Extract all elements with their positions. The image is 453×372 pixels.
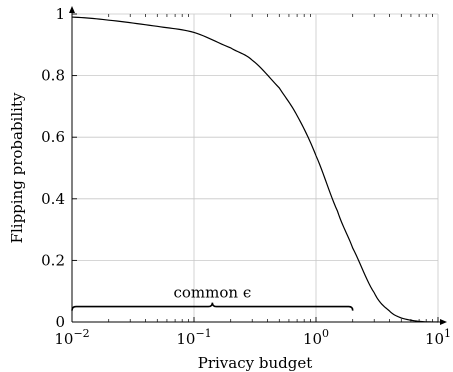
x-tick-label: 10−2 xyxy=(54,327,89,348)
common-epsilon-annotation: common ϵ xyxy=(71,284,354,311)
x-tick-label: 100 xyxy=(303,327,329,348)
x-tick-label-exponent: 0 xyxy=(322,327,329,340)
common-epsilon-brace xyxy=(71,302,354,311)
y-axis-title: Flipping probability xyxy=(8,92,26,243)
x-tick-label-base: 10 xyxy=(54,330,73,348)
y-axis-arrow xyxy=(69,6,75,13)
y-tick-label: 0.2 xyxy=(41,251,65,269)
minor-ticks xyxy=(71,13,439,323)
x-tick-label-exponent: −1 xyxy=(195,327,211,340)
x-tick-label-base: 10 xyxy=(176,330,195,348)
grid-lines xyxy=(72,13,439,322)
y-tick-label: 1 xyxy=(55,5,65,23)
flipping-probability-line xyxy=(71,16,439,323)
axes xyxy=(69,6,447,325)
x-tick-labels: 10−2 10−1 100 101 xyxy=(54,327,451,348)
y-tick-label: 0.6 xyxy=(41,128,65,146)
x-tick-label-base: 10 xyxy=(303,330,322,348)
x-axis-arrow xyxy=(440,319,447,325)
x-axis-title: Privacy budget xyxy=(198,354,313,372)
x-tick-label: 101 xyxy=(425,327,451,348)
y-tick-label: 0 xyxy=(55,313,65,331)
y-tick-label: 0.8 xyxy=(41,67,65,85)
y-tick-label: 0.4 xyxy=(41,190,65,208)
x-tick-label-exponent: 1 xyxy=(444,327,451,340)
x-tick-label-exponent: −2 xyxy=(73,327,89,340)
x-tick-label-base: 10 xyxy=(425,330,444,348)
x-tick-label: 10−1 xyxy=(176,327,211,348)
common-epsilon-label: common ϵ xyxy=(173,284,251,302)
y-tick-labels: 0 0.2 0.4 0.6 0.8 1 xyxy=(41,5,65,331)
